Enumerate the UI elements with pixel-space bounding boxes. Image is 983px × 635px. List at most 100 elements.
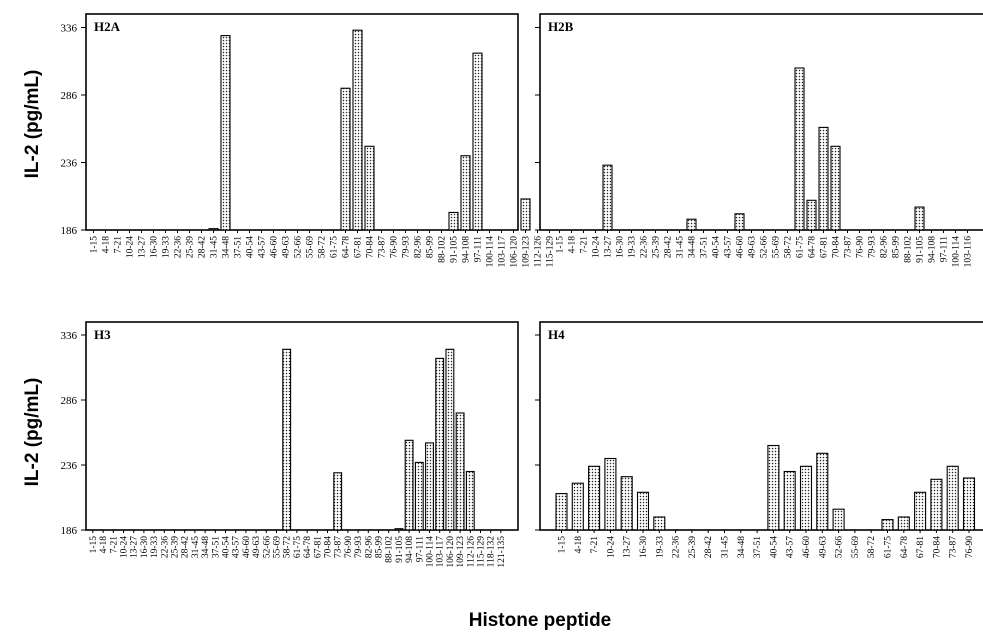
y-tick-label: 186 — [61, 225, 78, 237]
x-tick-label: 88-102 — [385, 536, 395, 563]
x-tick-label: 64-78 — [303, 536, 313, 558]
x-tick-label: 76-90 — [856, 236, 866, 258]
x-tick-label: 91-105 — [916, 236, 926, 263]
x-tick-label: 85-99 — [892, 236, 902, 258]
x-tick-label: 82-96 — [414, 236, 424, 258]
panel-label: H2A — [94, 19, 121, 34]
x-tick-label: 37-51 — [211, 536, 221, 558]
bar — [220, 35, 231, 231]
x-tick-label: 67-81 — [354, 236, 364, 258]
x-tick-label: 94-108 — [928, 236, 938, 263]
x-tick-label: 25-39 — [171, 536, 181, 558]
x-tick-label: 94-108 — [462, 236, 472, 263]
x-tick-label: 64-78 — [900, 536, 910, 558]
x-tick-label: 43-57 — [258, 236, 268, 258]
x-tick-label: 112-126 — [466, 536, 476, 568]
x-tick-label: 10-24 — [592, 236, 602, 258]
x-tick-label: 16-30 — [140, 536, 150, 558]
x-tick-label: 19-33 — [655, 536, 665, 558]
bar — [282, 348, 292, 531]
x-tick-label: 49-63 — [282, 236, 292, 258]
x-tick-label: 58-72 — [318, 236, 328, 258]
x-tick-label: 73-87 — [949, 536, 959, 558]
x-tick-label: 7-21 — [580, 236, 590, 254]
bar — [818, 126, 829, 231]
bar — [208, 228, 219, 231]
x-tick-label: 43-57 — [232, 536, 242, 558]
bar — [435, 357, 445, 531]
x-tick-label: 16-30 — [639, 536, 649, 558]
x-tick-label: 40-54 — [769, 536, 779, 558]
x-tick-label: 13-27 — [604, 236, 614, 258]
x-tick-label: 91-105 — [395, 536, 405, 563]
x-tick-label: 61-75 — [330, 236, 340, 258]
bar — [962, 477, 976, 531]
bar — [806, 199, 817, 231]
bar — [571, 482, 584, 531]
bar — [460, 155, 471, 231]
x-tick-label: 1-15 — [90, 236, 100, 254]
bar — [364, 145, 375, 231]
x-tick-label: 46-60 — [242, 536, 252, 558]
x-tick-label: 55-69 — [851, 536, 861, 558]
x-tick-label: 94-108 — [405, 536, 415, 563]
bar — [604, 457, 617, 531]
bar — [799, 465, 813, 531]
x-tick-label: 91-105 — [450, 236, 460, 263]
bar — [602, 164, 613, 231]
x-tick-label: 28-42 — [704, 536, 714, 558]
x-tick-label: 10-24 — [606, 536, 616, 558]
x-tick-label: 34-48 — [737, 536, 747, 558]
x-tick-label: 70-84 — [366, 236, 376, 258]
x-tick-label: 76-90 — [390, 236, 400, 258]
x-tick-label: 55-69 — [306, 236, 316, 258]
x-tick-label: 100-114 — [426, 536, 436, 568]
x-tick-label: 34-48 — [201, 536, 211, 558]
x-tick-label: 76-90 — [965, 536, 975, 558]
x-tick-label: 85-99 — [426, 236, 436, 258]
x-tick-label: 100-114 — [486, 236, 496, 268]
bar — [588, 465, 601, 531]
x-tick-label: 64-78 — [342, 236, 352, 258]
bar — [830, 145, 841, 231]
x-tick-label: 25-39 — [186, 236, 196, 258]
x-tick-label: 43-57 — [724, 236, 734, 258]
x-tick-label: 79-93 — [868, 236, 878, 258]
x-tick-label: 106-120 — [446, 536, 456, 568]
x-tick-label: 10-24 — [120, 536, 130, 558]
x-tick-label: 16-30 — [150, 236, 160, 258]
x-tick-label: 115-129 — [546, 236, 556, 268]
bar — [340, 87, 351, 231]
bar — [445, 348, 455, 531]
x-tick-label: 1-15 — [89, 536, 99, 554]
bar — [783, 470, 796, 531]
x-tick-label: 103-116 — [964, 236, 974, 268]
bar — [914, 491, 927, 531]
x-tick-label: 7-21 — [590, 536, 600, 554]
x-tick-label: 79-93 — [354, 536, 364, 558]
x-tick-label: 106-120 — [510, 236, 520, 268]
x-tick-label: 4-18 — [574, 536, 584, 554]
panel-h2b: H2B 1-15 4-18 7-21 10-24 13-27 16-30 19-33 22-36… — [535, 13, 983, 268]
x-axis-title: Histone peptide — [469, 610, 612, 631]
bar — [832, 508, 845, 531]
x-tick-label: 25-39 — [652, 236, 662, 258]
panel-label: H2B — [548, 19, 574, 34]
x-tick-label: 73-87 — [378, 236, 388, 258]
x-tick-label: 31-45 — [210, 236, 220, 258]
bar — [425, 442, 434, 531]
x-tick-label: 40-54 — [246, 236, 256, 258]
bar — [794, 67, 805, 231]
x-tick-label: 58-72 — [283, 536, 293, 558]
bar — [897, 516, 910, 531]
bar — [465, 470, 475, 531]
x-tick-label: 37-51 — [700, 236, 710, 258]
x-tick-label: 4-18 — [99, 536, 109, 554]
x-tick-label: 70-84 — [932, 536, 942, 558]
x-tick-label: 4-18 — [102, 236, 112, 254]
x-tick-label: 85-99 — [375, 536, 385, 558]
y-tick-label: 336 — [61, 23, 78, 35]
x-tick-label: 22-36 — [672, 536, 682, 558]
x-tick-label: 88-102 — [904, 236, 914, 263]
